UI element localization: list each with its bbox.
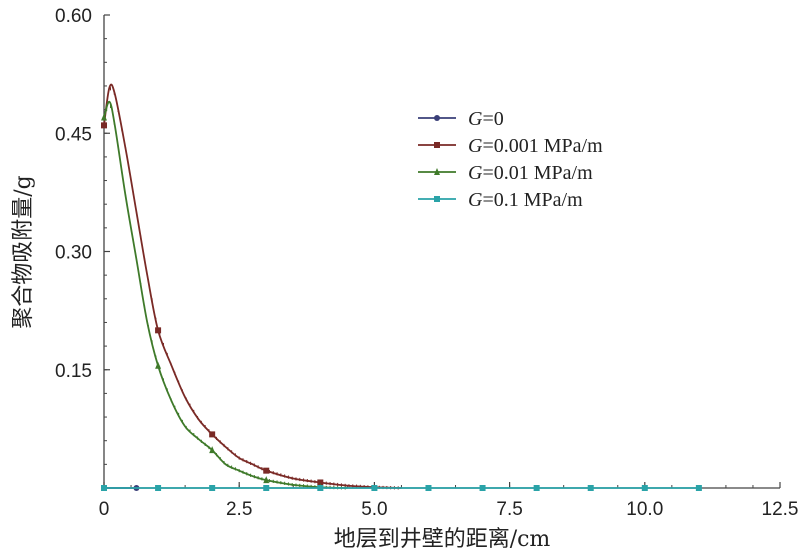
series-2	[101, 100, 348, 491]
series-marker	[479, 485, 486, 491]
x-axis-title: 地层到井壁的距离/cm	[334, 527, 551, 552]
series-marker	[155, 361, 162, 369]
series-marker	[695, 485, 702, 491]
series-line	[103, 100, 348, 489]
series-marker	[101, 485, 107, 491]
y-axis-title: 聚合物吸附量/g	[11, 175, 36, 329]
series-marker	[434, 196, 440, 202]
series-marker	[371, 485, 378, 491]
series-marker	[317, 479, 324, 486]
x-tick-label: 7.5	[496, 499, 522, 520]
x-ticks: 0 2.5 5.0 7.5 10.0 12.5	[99, 482, 799, 520]
series-marker	[587, 485, 594, 491]
series-marker	[209, 446, 216, 454]
y-tick-label: 0.30	[55, 243, 92, 264]
series-marker	[263, 467, 270, 474]
series-line	[103, 83, 402, 489]
y-tick-label: 0.15	[55, 361, 92, 382]
y-tick-label: 0.60	[55, 6, 92, 27]
y-ticks: 0.15 0.30 0.45 0.60	[55, 6, 110, 489]
series-marker	[434, 168, 440, 175]
series-marker	[101, 122, 107, 129]
series-marker	[263, 485, 270, 491]
series-marker	[641, 485, 648, 491]
legend-label: G=0	[468, 108, 504, 130]
series-marker	[263, 476, 270, 484]
series-marker	[434, 142, 440, 148]
series-1	[101, 83, 402, 490]
x-tick-label: 5.0	[361, 499, 387, 520]
series-marker	[317, 485, 324, 491]
legend-label: G=0.001 MPa/m	[468, 135, 603, 157]
legend-item: G=0.001 MPa/m	[418, 135, 603, 157]
legend-item: G=0	[418, 108, 504, 130]
x-tick-label: 10.0	[626, 499, 663, 520]
series-marker	[533, 485, 540, 491]
legend-label: G=0.01 MPa/m	[468, 162, 593, 184]
series-marker	[155, 485, 162, 491]
legend-item: G=0.1 MPa/m	[418, 189, 583, 211]
y-tick-label: 0.45	[55, 124, 92, 145]
series-marker	[425, 485, 432, 491]
series-3	[101, 485, 702, 491]
axes	[103, 15, 780, 489]
legend-item: G=0.01 MPa/m	[418, 162, 593, 184]
series-marker	[434, 115, 440, 121]
series-marker	[155, 327, 162, 334]
series-marker	[101, 113, 107, 121]
series-marker	[209, 485, 216, 491]
x-tick-label: 2.5	[226, 499, 252, 520]
x-tick-label: 12.5	[762, 499, 799, 520]
series-layer	[101, 83, 702, 491]
legend: G=0 G=0.001 MPa/m G=0.01 MPa/m G=0.1 MPa/m	[418, 108, 603, 211]
legend-label: G=0.1 MPa/m	[468, 189, 583, 211]
x-tick-label: 0	[99, 499, 110, 520]
series-marker	[209, 431, 216, 438]
